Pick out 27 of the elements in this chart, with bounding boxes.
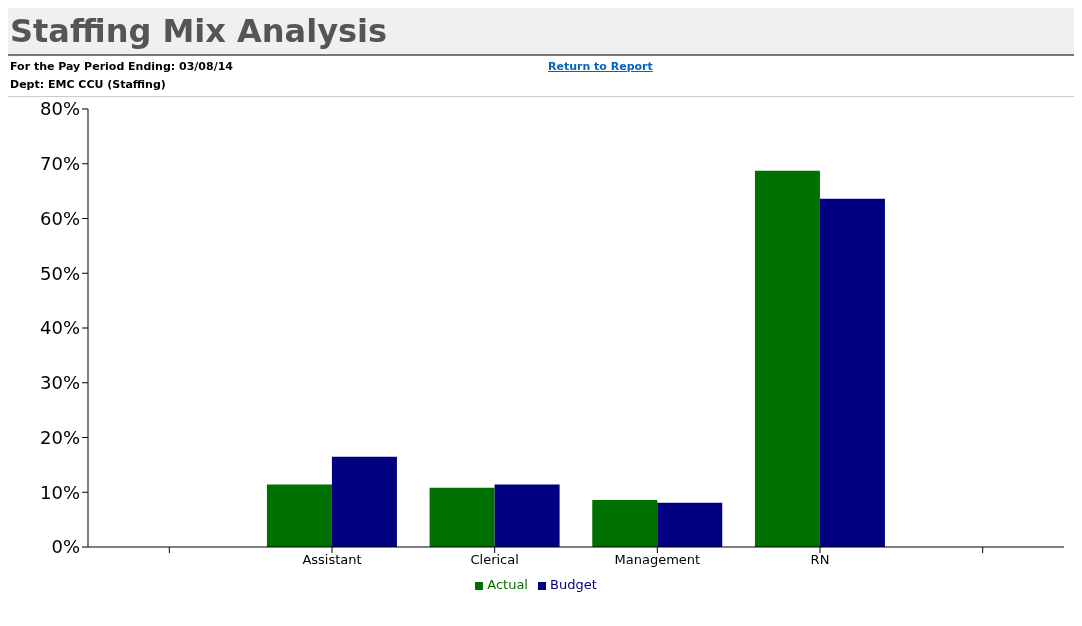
y-tick-label: 80%	[39, 98, 80, 120]
legend-label: Actual	[487, 577, 528, 592]
bar	[819, 198, 885, 547]
y-tick-label: 20%	[39, 426, 80, 448]
x-tick-label: RN	[810, 552, 830, 568]
y-tick-label: 60%	[39, 207, 80, 229]
legend-label: Budget	[549, 577, 597, 592]
bar	[266, 484, 332, 547]
x-tick-label: Assistant	[302, 552, 362, 568]
x-tick-label: Management	[614, 552, 701, 568]
bar	[494, 484, 560, 547]
bar	[657, 502, 723, 547]
y-tick-label: 70%	[39, 153, 80, 175]
y-tick-label: 10%	[39, 481, 80, 503]
y-tick-label: 40%	[39, 317, 80, 339]
text: Return to Report	[548, 59, 653, 75]
bar	[754, 170, 820, 547]
bar	[429, 487, 495, 547]
chart-title: Staffing Mix Analysis	[8, 8, 1074, 56]
y-tick-label: 0%	[51, 536, 80, 558]
y-tick-label: 50%	[39, 262, 80, 284]
y-tick-label: 30%	[39, 372, 80, 394]
text: For the Pay Period Ending: 03/08/14	[10, 60, 233, 73]
x-tick-label: Clerical	[470, 552, 519, 568]
bar	[592, 499, 658, 547]
text: Dept: EMC CCU (Staffing)	[10, 77, 167, 93]
bar	[331, 456, 397, 547]
